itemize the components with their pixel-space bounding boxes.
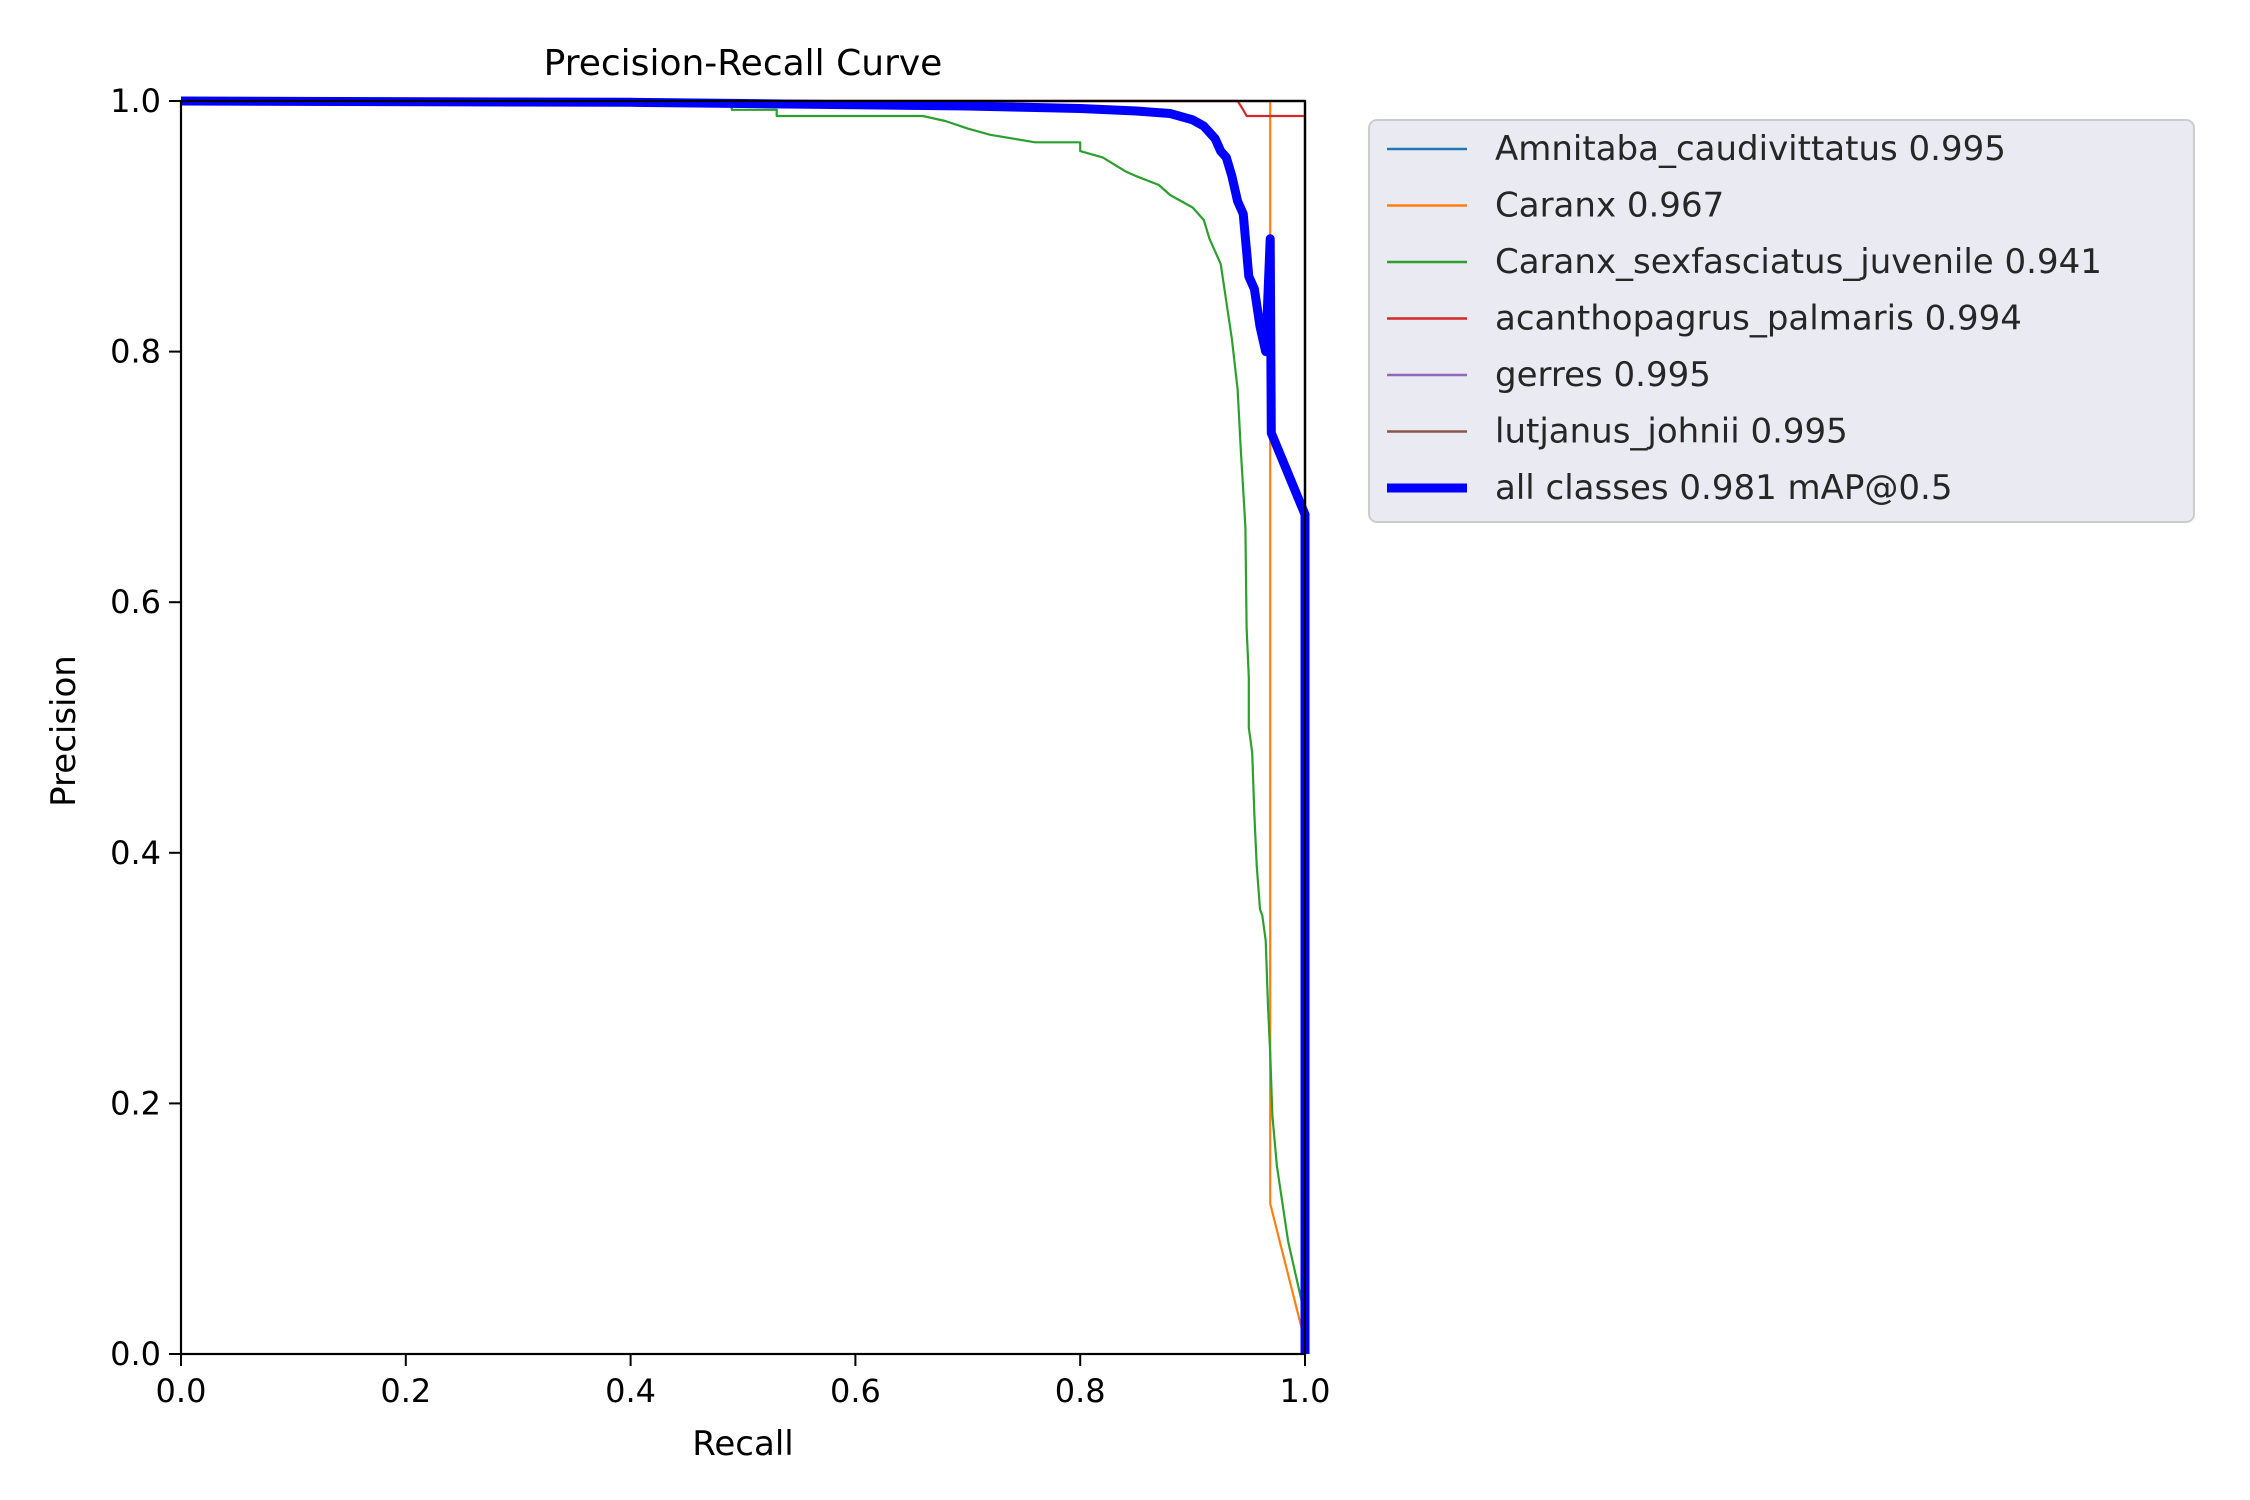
legend-label-0: Amnitaba_caudivittatus 0.995 bbox=[1495, 129, 2006, 169]
x-tick-label: 0.6 bbox=[830, 1372, 881, 1410]
y-tick-label: 1.0 bbox=[110, 82, 161, 120]
chart-title: Precision-Recall Curve bbox=[544, 43, 943, 84]
legend-label-5: lutjanus_johnii 0.995 bbox=[1495, 412, 1848, 452]
x-tick-label: 0.0 bbox=[156, 1372, 207, 1410]
legend-box bbox=[1368, 119, 2195, 523]
legend-label-3: acanthopagrus_palmaris 0.994 bbox=[1495, 299, 2022, 339]
y-tick-label: 0.4 bbox=[110, 834, 161, 872]
x-tick-label: 1.0 bbox=[1280, 1372, 1331, 1410]
legend-entries: Amnitaba_caudivittatus 0.995 Caranx 0.967… bbox=[1387, 129, 2102, 508]
series-line-3 bbox=[181, 99, 1307, 1354]
x-tick-label: 0.4 bbox=[605, 1372, 656, 1410]
legend: Amnitaba_caudivittatus 0.995 Caranx 0.967… bbox=[1368, 119, 2195, 523]
y-tick-label: 0.0 bbox=[110, 1335, 161, 1373]
legend-label-4: gerres 0.995 bbox=[1495, 355, 1711, 395]
series-line-1 bbox=[181, 99, 1307, 1342]
series-line-4 bbox=[181, 99, 1307, 1354]
x-tick-label: 0.8 bbox=[1055, 1372, 1106, 1410]
legend-label-2: Caranx_sexfasciatus_juvenile 0.941 bbox=[1495, 242, 2102, 282]
y-axis-label: Precision bbox=[44, 655, 84, 807]
series-line-0 bbox=[181, 99, 1307, 1354]
axis-ticks: 0.0 0.2 0.4 0.6 0.8 1.0 0.0 0.2 0.4 0.6 0.8 1.0 bbox=[110, 82, 1330, 1410]
x-tick-label: 0.2 bbox=[380, 1372, 431, 1410]
legend-label-6: all classes 0.981 mAP@0.5 bbox=[1495, 468, 1952, 508]
plot-frame bbox=[179, 99, 1307, 1356]
legend-label-1: Caranx 0.967 bbox=[1495, 186, 1724, 226]
y-tick-label: 0.2 bbox=[110, 1084, 161, 1122]
series-line-6 bbox=[180, 96, 1310, 1354]
series-line-2 bbox=[181, 99, 1307, 1317]
x-axis-label: Recall bbox=[692, 1424, 793, 1464]
plot-lines bbox=[180, 96, 1310, 1354]
y-tick-label: 0.8 bbox=[110, 333, 161, 371]
y-tick-label: 0.6 bbox=[110, 583, 161, 621]
series-line-5 bbox=[181, 99, 1307, 1354]
